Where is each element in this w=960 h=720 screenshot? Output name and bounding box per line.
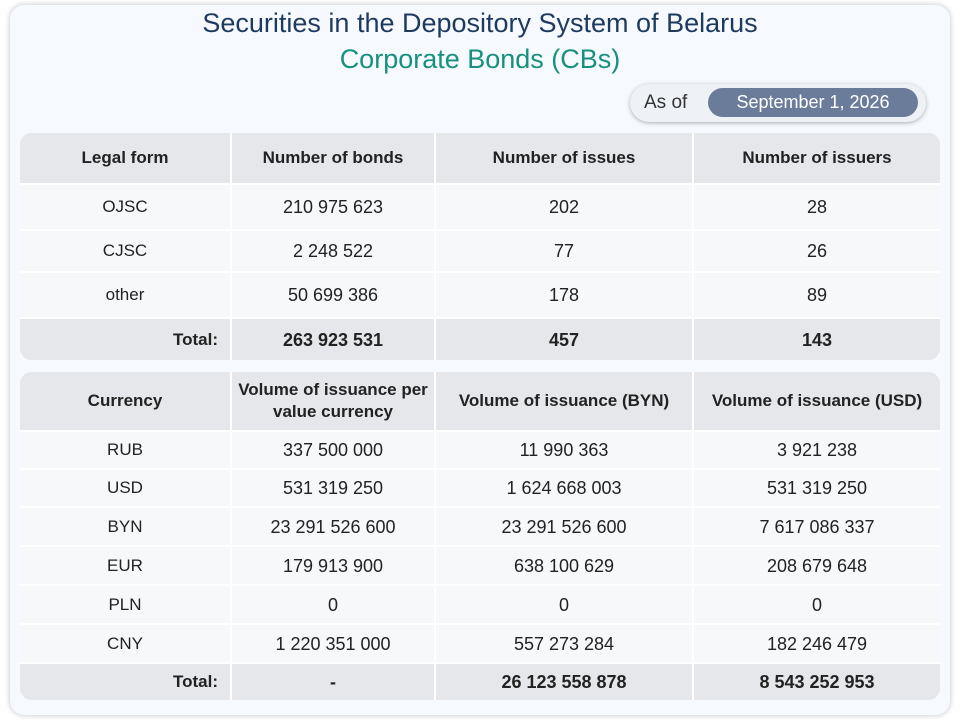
table-cell: 77 (553, 241, 575, 261)
column-divider (692, 133, 694, 360)
total-cell: - (330, 672, 336, 692)
column-header-legal-form[interactable]: Legal form (81, 148, 169, 167)
table-row: CNY 1 220 351 000 557 273 284 182 246 47… (20, 625, 940, 662)
table-cell: 28 (806, 197, 828, 217)
table-cell: 23 291 526 600 (270, 516, 396, 537)
row-label: CJSC (102, 241, 148, 260)
total-cell: 26 123 558 878 (501, 672, 627, 692)
row-divider (20, 468, 940, 470)
row-label: other (105, 285, 145, 304)
total-row: Total: - 26 123 558 878 8 543 252 953 (20, 664, 940, 700)
table-header-row: Legal form Number of bonds Number of iss… (20, 133, 940, 183)
table-cell: 531 319 250 (282, 478, 384, 498)
table-cell: 178 (548, 285, 580, 305)
row-label: PLN (108, 594, 142, 614)
volume-by-currency-table: Currency Volume of issuance per value cu… (20, 372, 940, 700)
column-header-number-of-issuers[interactable]: Number of issuers (742, 148, 892, 167)
row-divider (20, 430, 940, 432)
table-cell: 1 220 351 000 (275, 633, 391, 654)
table-cell: 557 273 284 (513, 633, 615, 654)
as-of-date-selector[interactable]: As of September 1, 2026 (630, 84, 926, 122)
column-divider (434, 372, 436, 700)
table-cell: 26 (806, 241, 828, 261)
table-cell: 7 617 086 337 (759, 516, 875, 537)
column-header-volume-value-currency[interactable]: Volume of issuance per value currency (238, 380, 428, 421)
column-header-currency[interactable]: Currency (87, 391, 163, 410)
table-cell: 0 (811, 594, 822, 615)
row-divider (20, 662, 940, 664)
total-cell: 263 923 531 (282, 329, 384, 350)
row-label: EUR (107, 555, 143, 575)
table-cell: 208 679 648 (766, 555, 868, 576)
row-label: OJSC (102, 197, 148, 216)
table-cell: 23 291 526 600 (501, 516, 627, 537)
table-cell: 0 (558, 594, 569, 615)
row-divider (20, 229, 940, 231)
total-row: Total: 263 923 531 457 143 (20, 319, 940, 360)
column-header-volume-byn[interactable]: Volume of issuance (BYN) (458, 391, 670, 410)
row-divider (20, 506, 940, 508)
table-cell: 1 624 668 003 (506, 478, 622, 498)
page-subtitle: Corporate Bonds (CBs) (339, 44, 621, 74)
column-divider (692, 372, 694, 700)
column-divider (230, 372, 232, 700)
total-cell: 457 (548, 329, 580, 350)
table-cell: 531 319 250 (766, 478, 868, 498)
row-label: BYN (107, 516, 143, 536)
table-row: USD 531 319 250 1 624 668 003 531 319 25… (20, 470, 940, 506)
as-of-date-pill[interactable]: September 1, 2026 (708, 88, 918, 117)
table-cell: 50 699 386 (287, 285, 379, 305)
row-label: RUB (107, 440, 143, 459)
column-header-number-of-bonds[interactable]: Number of bonds (262, 148, 404, 167)
as-of-label: As of (644, 92, 688, 113)
column-divider (434, 133, 436, 360)
table-header-row: Currency Volume of issuance per value cu… (20, 372, 940, 430)
table-row: PLN 0 0 0 (20, 586, 940, 623)
table-cell: 202 (548, 197, 580, 217)
row-label: USD (107, 478, 143, 497)
table-cell: 179 913 900 (282, 555, 384, 576)
total-cell: 143 (801, 329, 833, 350)
total-cell: 8 543 252 953 (759, 672, 875, 692)
row-divider (20, 584, 940, 586)
table-cell: 182 246 479 (766, 633, 868, 654)
row-divider (20, 623, 940, 625)
row-label: CNY (107, 633, 143, 653)
table-cell: 89 (806, 285, 828, 305)
table-row: other 50 699 386 178 89 (20, 273, 940, 317)
table-row: OJSC 210 975 623 202 28 (20, 185, 940, 229)
row-divider (20, 271, 940, 273)
total-label: Total: (172, 329, 218, 349)
column-divider (230, 133, 232, 360)
table-cell: 11 990 363 (519, 440, 609, 460)
table-cell: 3 921 238 (776, 440, 858, 460)
table-cell: 638 100 629 (513, 555, 615, 576)
table-cell: 337 500 000 (282, 440, 384, 460)
bonds-by-legal-form-table: Legal form Number of bonds Number of iss… (20, 133, 940, 360)
table-cell: 210 975 623 (282, 197, 384, 217)
column-header-number-of-issues[interactable]: Number of issues (492, 148, 636, 167)
table-row: RUB 337 500 000 11 990 363 3 921 238 (20, 432, 940, 468)
total-label: Total: (172, 672, 218, 691)
row-divider (20, 183, 940, 185)
table-row: BYN 23 291 526 600 23 291 526 600 7 617 … (20, 508, 940, 545)
table-row: EUR 179 913 900 638 100 629 208 679 648 (20, 547, 940, 584)
table-cell: 0 (327, 594, 338, 615)
row-divider (20, 545, 940, 547)
table-cell: 2 248 522 (292, 241, 374, 261)
table-row: CJSC 2 248 522 77 26 (20, 231, 940, 271)
page-title: Securities in the Depository System of B… (202, 8, 758, 38)
column-header-volume-usd[interactable]: Volume of issuance (USD) (711, 391, 923, 410)
row-divider (20, 317, 940, 319)
